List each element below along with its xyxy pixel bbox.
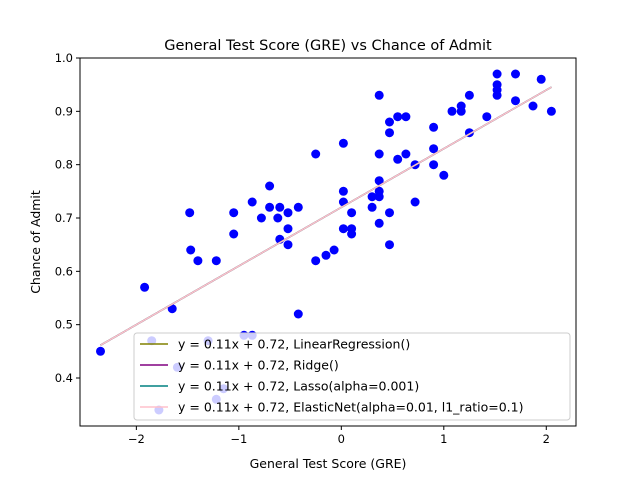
data-point	[338, 186, 348, 196]
data-point	[482, 112, 492, 122]
data-point	[374, 218, 384, 228]
legend-entry-label: y = 0.11x + 0.72, ElasticNet(alpha=0.01,…	[178, 400, 523, 415]
data-point	[338, 224, 348, 234]
x-tick-label: 0	[338, 432, 345, 446]
data-point	[211, 256, 221, 266]
data-point	[429, 144, 439, 154]
data-point	[385, 128, 394, 138]
data-point	[385, 117, 394, 127]
data-point	[329, 245, 339, 255]
legend-box	[133, 332, 571, 421]
data-point	[401, 112, 411, 122]
data-point	[456, 106, 466, 116]
data-point	[321, 250, 331, 260]
data-point	[256, 213, 266, 223]
data-point	[511, 69, 520, 79]
data-point	[229, 229, 239, 239]
y-tick-label: 0.8	[55, 158, 73, 172]
data-point	[439, 170, 449, 180]
data-point	[367, 202, 377, 212]
data-point	[536, 74, 546, 84]
data-point	[265, 202, 275, 212]
data-point	[374, 90, 384, 100]
regression-line-3	[100, 86, 552, 346]
y-axis-label: Chance of Admit	[28, 190, 43, 294]
data-point	[293, 202, 303, 212]
data-point	[464, 90, 474, 100]
data-point	[511, 96, 520, 106]
data-point	[385, 240, 394, 250]
data-point	[283, 224, 293, 234]
data-point	[393, 112, 403, 122]
legend-entry-label: y = 0.11x + 0.72, Lasso(alpha=0.001)	[178, 379, 419, 394]
data-point	[273, 213, 283, 223]
data-point	[265, 181, 275, 191]
y-axis: 0.4 0.5 0.6 0.7 0.8 0.9 1.0	[55, 51, 80, 385]
data-point	[229, 208, 239, 218]
data-point	[186, 245, 196, 255]
x-axis: −2 −1 0 1 2	[128, 426, 550, 446]
y-tick-label: 0.4	[55, 371, 73, 385]
data-point	[385, 208, 394, 218]
data-point	[140, 282, 150, 292]
data-point	[311, 149, 321, 159]
data-point	[528, 101, 538, 111]
data-point	[492, 69, 502, 79]
data-point	[546, 106, 556, 116]
data-point	[367, 192, 377, 202]
data-point	[393, 154, 403, 164]
x-tick-label: −1	[230, 432, 247, 446]
y-tick-label: 0.5	[55, 318, 73, 332]
data-point	[283, 208, 293, 218]
data-point	[275, 202, 285, 212]
plot-frame	[79, 57, 577, 427]
regression-lines	[100, 86, 552, 346]
data-point	[293, 309, 303, 319]
data-point	[311, 256, 321, 266]
x-tick-label: 2	[543, 432, 550, 446]
data-point	[492, 90, 502, 100]
data-point	[429, 122, 439, 132]
data-point	[429, 160, 439, 170]
data-point	[374, 192, 384, 202]
x-axis-label: General Test Score (GRE)	[250, 456, 407, 471]
y-tick-label: 1.0	[55, 51, 73, 65]
y-tick-label: 0.7	[55, 211, 73, 225]
legend-entry-label: y = 0.11x + 0.72, LinearRegression()	[178, 337, 410, 352]
data-point	[167, 304, 177, 314]
data-point	[247, 197, 257, 207]
y-tick-label: 0.9	[55, 104, 73, 118]
y-tick-label: 0.6	[55, 264, 73, 278]
data-point	[447, 106, 457, 116]
data-point	[401, 149, 411, 159]
legend: y = 0.11x + 0.72, LinearRegression() y = …	[133, 332, 571, 421]
data-point	[193, 256, 203, 266]
data-point	[374, 149, 384, 159]
data-point	[185, 208, 195, 218]
data-point	[347, 229, 357, 239]
chart-title: General Test Score (GRE) vs Chance of Ad…	[164, 38, 492, 54]
legend-entry-label: y = 0.11x + 0.72, Ridge()	[178, 358, 339, 373]
data-point	[338, 138, 348, 148]
x-tick-label: −2	[128, 432, 145, 446]
data-point	[374, 176, 384, 186]
data-point	[283, 240, 293, 250]
data-point	[347, 208, 357, 218]
x-tick-label: 1	[440, 432, 447, 446]
data-point	[96, 346, 105, 356]
data-point	[410, 197, 420, 207]
